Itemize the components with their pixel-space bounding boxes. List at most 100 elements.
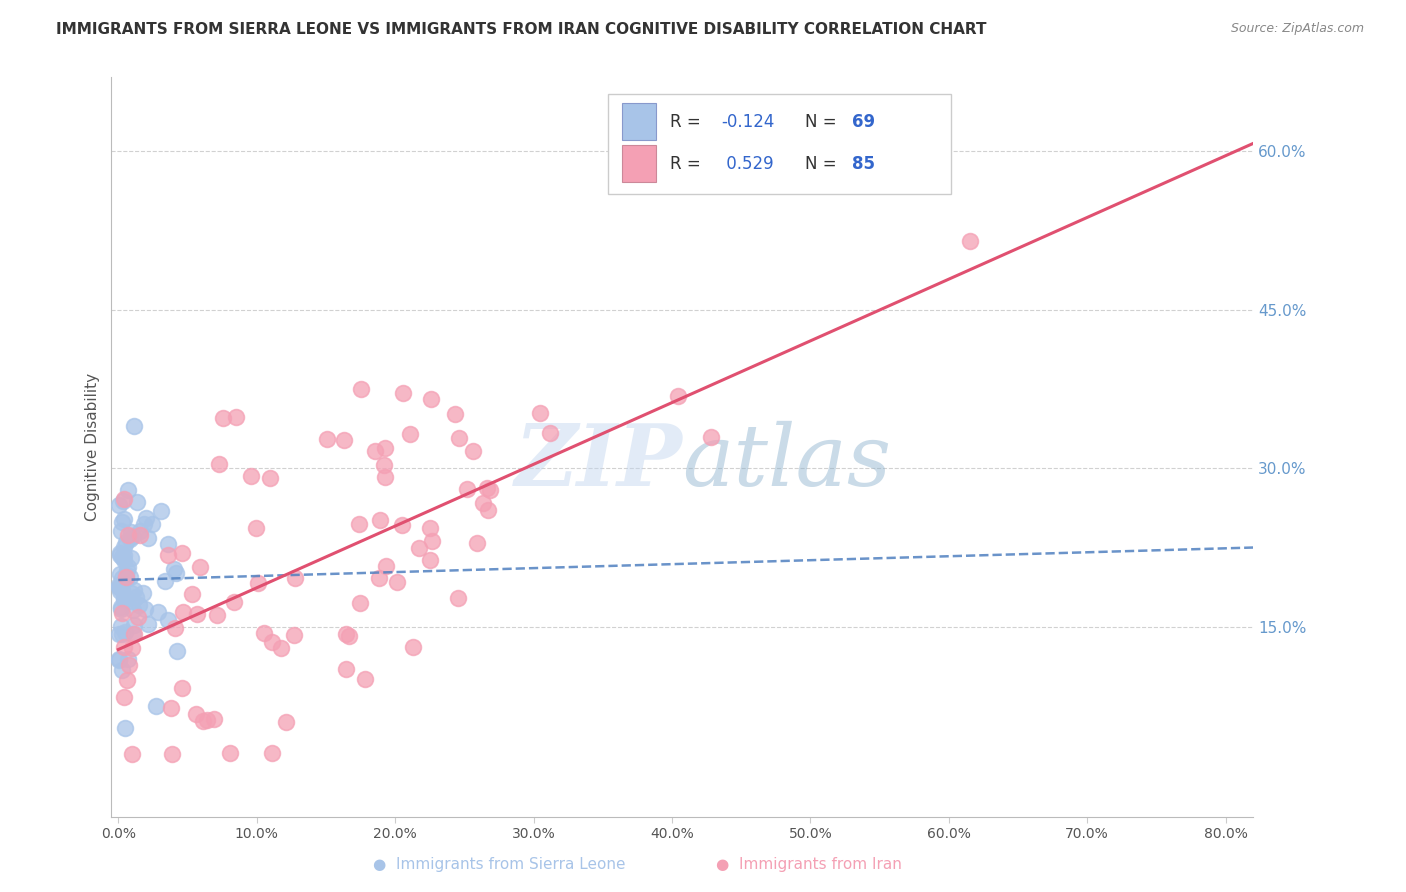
Text: ZIP: ZIP (515, 420, 682, 504)
Point (205, 607, 228, 622)
Point (121, 747, 143, 761)
Point (117, 658, 139, 673)
Point (225, 409, 247, 424)
Text: 0.529: 0.529 (721, 155, 773, 173)
Point (373, 458, 395, 472)
Point (335, 662, 357, 676)
Point (108, 578, 131, 592)
Point (160, 747, 183, 761)
Point (117, 559, 139, 574)
Point (170, 681, 193, 696)
Text: N =: N = (804, 155, 841, 173)
Point (399, 426, 422, 441)
Point (253, 626, 276, 640)
Point (353, 672, 375, 686)
Point (391, 518, 413, 533)
Point (160, 700, 183, 714)
Point (110, 578, 132, 592)
Bar (609, 94, 950, 194)
Point (700, 430, 723, 444)
Point (129, 524, 152, 538)
Point (333, 433, 356, 447)
Text: IMMIGRANTS FROM SIERRA LEONE VS IMMIGRANTS FROM IRAN COGNITIVE DISABILITY CORREL: IMMIGRANTS FROM SIERRA LEONE VS IMMIGRAN… (56, 22, 987, 37)
Point (110, 602, 132, 616)
Point (112, 640, 135, 654)
Point (283, 628, 305, 642)
Point (125, 591, 148, 605)
Point (111, 571, 134, 585)
Point (136, 531, 159, 545)
Text: -0.124: -0.124 (721, 112, 775, 131)
Point (284, 571, 307, 585)
Point (181, 586, 204, 600)
Point (247, 576, 270, 591)
Point (349, 596, 371, 610)
Text: 69: 69 (852, 112, 876, 131)
Point (456, 482, 478, 496)
Point (443, 408, 465, 422)
Point (108, 498, 131, 512)
Point (166, 644, 188, 658)
Point (135, 511, 157, 525)
Point (127, 610, 149, 624)
Point (115, 563, 138, 577)
Point (240, 469, 263, 483)
Point (149, 504, 172, 518)
Point (118, 532, 141, 546)
Point (419, 553, 441, 567)
Text: atlas: atlas (682, 421, 891, 503)
Point (472, 496, 495, 510)
Point (186, 607, 208, 621)
Text: R =: R = (669, 112, 706, 131)
Point (349, 517, 371, 532)
Point (108, 548, 131, 562)
Bar (621, 145, 657, 183)
Point (538, 426, 561, 441)
Point (112, 592, 135, 607)
Point (461, 443, 484, 458)
Point (374, 470, 396, 484)
Point (112, 494, 135, 508)
Point (122, 582, 145, 597)
Point (108, 652, 131, 666)
Point (114, 721, 136, 735)
Point (148, 605, 170, 619)
Point (245, 521, 267, 535)
Point (117, 483, 139, 498)
Point (111, 583, 134, 598)
Point (402, 640, 425, 654)
Point (374, 442, 396, 456)
Point (188, 560, 211, 574)
Point (120, 551, 142, 566)
Point (465, 536, 488, 550)
Point (208, 457, 231, 471)
Text: 85: 85 (852, 155, 876, 173)
Point (479, 483, 502, 498)
Point (111, 664, 134, 678)
Text: N =: N = (804, 112, 841, 131)
Point (170, 546, 193, 560)
Point (121, 594, 143, 608)
Point (156, 613, 179, 627)
Point (122, 627, 145, 641)
Point (120, 570, 142, 584)
Point (127, 495, 149, 509)
Point (112, 549, 135, 563)
Y-axis label: Cognitive Disability: Cognitive Disability (86, 373, 100, 521)
Point (350, 382, 373, 396)
Point (108, 627, 131, 641)
Point (132, 516, 155, 531)
Point (222, 595, 245, 609)
Text: ●  Immigrants from Sierra Leone: ● Immigrants from Sierra Leone (373, 857, 626, 872)
Point (115, 570, 138, 584)
Point (115, 535, 138, 549)
Point (202, 712, 225, 726)
Point (111, 606, 134, 620)
Point (165, 566, 187, 580)
Point (668, 389, 690, 403)
Point (391, 385, 413, 400)
Point (112, 512, 135, 526)
Point (111, 515, 134, 529)
Point (122, 626, 145, 640)
Point (419, 521, 441, 535)
